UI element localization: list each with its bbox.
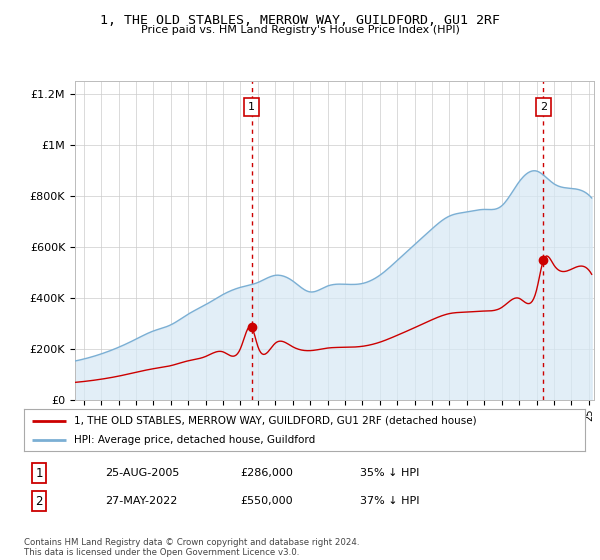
Text: 2: 2 (540, 102, 547, 112)
Text: 2: 2 (35, 494, 43, 508)
Text: 35% ↓ HPI: 35% ↓ HPI (360, 468, 419, 478)
Text: HPI: Average price, detached house, Guildford: HPI: Average price, detached house, Guil… (74, 435, 316, 445)
Text: 25-AUG-2005: 25-AUG-2005 (105, 468, 179, 478)
Text: Price paid vs. HM Land Registry's House Price Index (HPI): Price paid vs. HM Land Registry's House … (140, 25, 460, 35)
Text: £286,000: £286,000 (240, 468, 293, 478)
Text: 1, THE OLD STABLES, MERROW WAY, GUILDFORD, GU1 2RF: 1, THE OLD STABLES, MERROW WAY, GUILDFOR… (100, 14, 500, 27)
Text: £550,000: £550,000 (240, 496, 293, 506)
Text: Contains HM Land Registry data © Crown copyright and database right 2024.
This d: Contains HM Land Registry data © Crown c… (24, 538, 359, 557)
Text: 37% ↓ HPI: 37% ↓ HPI (360, 496, 419, 506)
Text: 27-MAY-2022: 27-MAY-2022 (105, 496, 178, 506)
Text: 1, THE OLD STABLES, MERROW WAY, GUILDFORD, GU1 2RF (detached house): 1, THE OLD STABLES, MERROW WAY, GUILDFOR… (74, 416, 477, 426)
Text: 1: 1 (35, 466, 43, 480)
Text: 1: 1 (248, 102, 255, 112)
